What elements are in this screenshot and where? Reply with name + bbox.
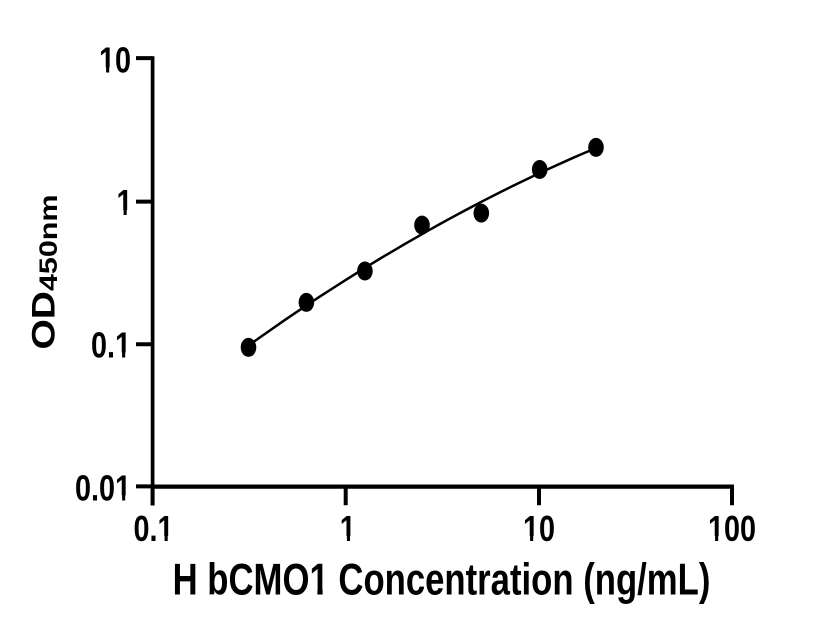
svg-text:100: 100	[708, 508, 756, 549]
svg-text:1: 1	[116, 182, 132, 223]
svg-text:0.1: 0.1	[91, 324, 131, 365]
svg-text:10: 10	[99, 39, 131, 80]
svg-text:0.01: 0.01	[75, 467, 131, 508]
svg-text:10: 10	[523, 508, 555, 549]
svg-text:OD450nm: OD450nm	[26, 194, 63, 349]
svg-text:H bCMO1 Concentration (ng/mL): H bCMO1 Concentration (ng/mL)	[173, 556, 711, 605]
svg-text:0.1: 0.1	[133, 508, 173, 549]
svg-text:1: 1	[340, 508, 356, 549]
